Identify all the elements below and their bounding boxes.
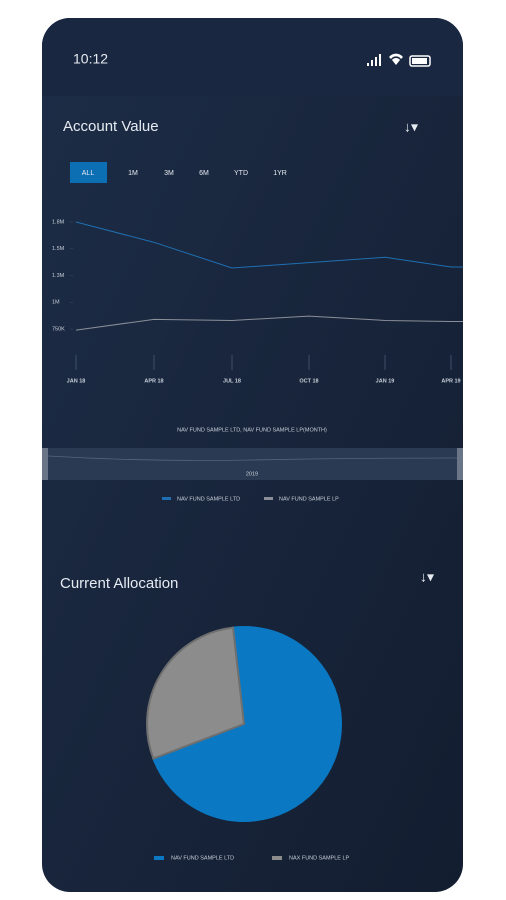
range-button[interactable]: 3M (164, 170, 174, 177)
legend-label: NAV FUND SAMPLE LTD (177, 496, 240, 502)
x-tick-label: JAN 18 (67, 378, 86, 384)
legend-swatch (162, 497, 171, 500)
range-button[interactable]: YTD (234, 170, 248, 177)
x-tick-label: JAN 19 (376, 378, 395, 384)
range-button[interactable]: 1YR (273, 170, 287, 177)
sort-button[interactable]: ↓▾ (420, 569, 434, 585)
y-tick-label: 750K (52, 326, 65, 332)
y-tick-label: 1.8M (52, 219, 65, 225)
navigator (42, 448, 463, 480)
line-series (75, 315, 463, 331)
x-tick-label: APR 18 (144, 378, 163, 384)
time: 10:12 (73, 51, 108, 67)
range-button[interactable]: ALL (82, 170, 95, 177)
range-button[interactable]: 6M (199, 170, 209, 177)
legend-label: NAX FUND SAMPLE LP (289, 855, 350, 861)
range-button[interactable]: 1M (128, 170, 138, 177)
line-series (75, 221, 463, 269)
y-tick-label: 1.3M (52, 273, 65, 279)
legend-swatch (154, 856, 164, 860)
x-tick-label: APR 19 (441, 378, 460, 384)
x-tick-label: OCT 18 (299, 378, 318, 384)
sort-button[interactable]: ↓▾ (404, 119, 418, 135)
x-tick-label: JUL 18 (223, 378, 241, 384)
pie-slice (146, 626, 246, 760)
navigator-label: 2019 (246, 471, 258, 477)
status-icons (367, 53, 431, 67)
range-button-bg[interactable] (70, 162, 107, 183)
navigator-handle[interactable] (457, 448, 463, 480)
line-chart: 750K 1M 1.3M 1.5M 1.8M JAN 18 APR 18 JUL 18 OCT … (47, 219, 463, 502)
legend-swatch (264, 497, 273, 500)
y-tick-label: 1M (52, 300, 60, 306)
navigator-handle[interactable] (42, 448, 48, 480)
pie-slice (152, 626, 342, 822)
section-title: Current Allocation (60, 575, 178, 592)
section-title: Account Value (63, 118, 159, 135)
legend-label: NAV FUND SAMPLE LTD (171, 855, 234, 861)
legend-label: NAV FUND SAMPLE LP (279, 496, 339, 502)
chart-note: NAV FUND SAMPLE LTD, NAV FUND SAMPLE LP(… (177, 427, 327, 433)
legend-swatch (272, 856, 282, 860)
navigator-line (47, 455, 458, 461)
y-tick-label: 1.5M (52, 246, 65, 252)
